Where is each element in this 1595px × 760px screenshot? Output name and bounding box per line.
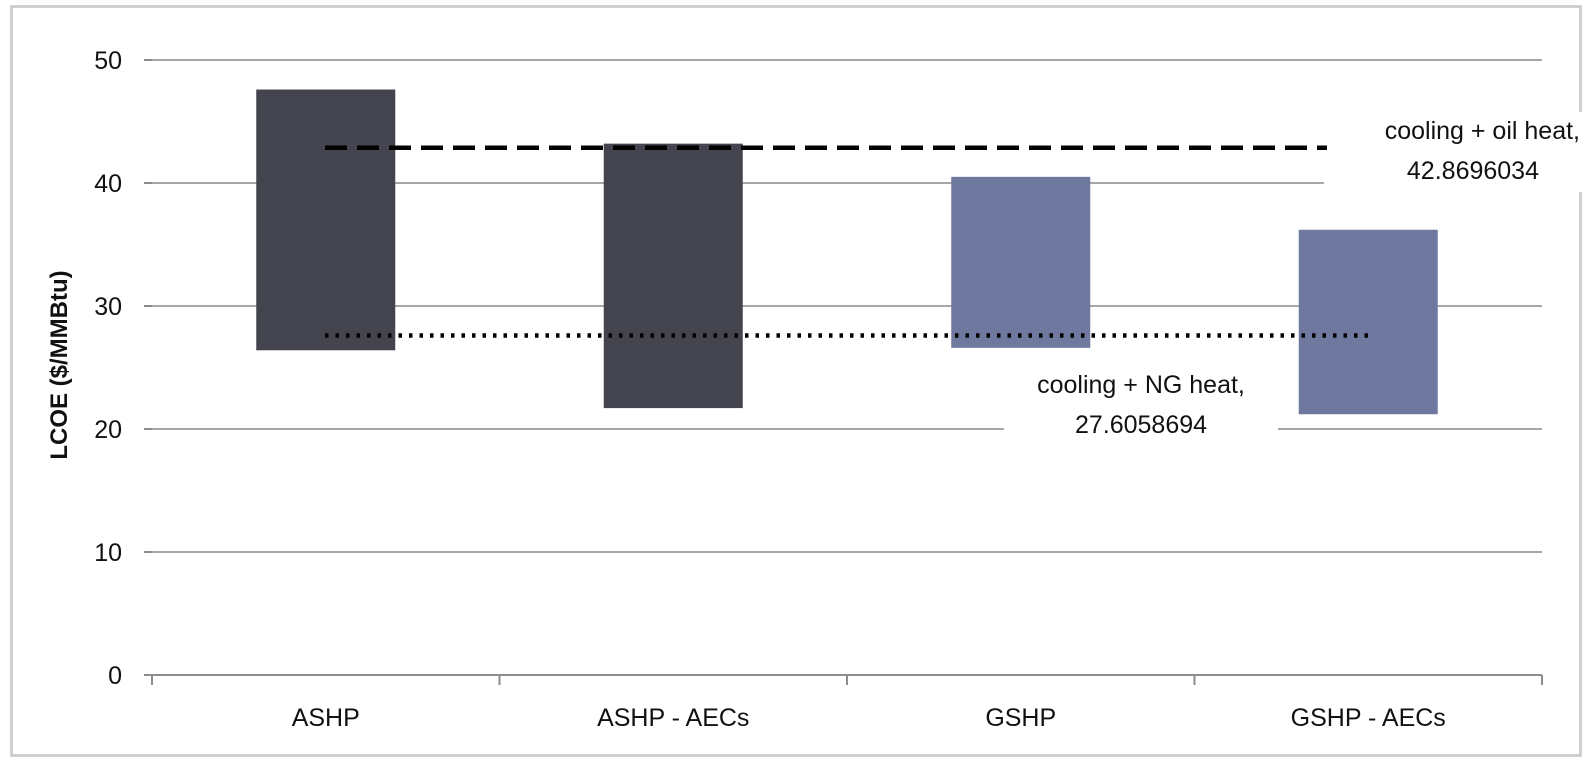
y-tick-label: 50 bbox=[94, 47, 122, 75]
oil-label-value: 42.8696034 bbox=[1407, 157, 1539, 185]
y-tick-label: 40 bbox=[94, 170, 122, 198]
range-bar-2 bbox=[951, 176, 1091, 348]
x-category-label: ASHP - AECs bbox=[597, 704, 749, 732]
range-bar-3 bbox=[1298, 229, 1438, 415]
range-bar-0 bbox=[256, 89, 396, 351]
range-bars bbox=[256, 89, 1438, 415]
y-axis-title: LCOE ($/MMBtu) bbox=[46, 270, 73, 459]
x-category-label: GSHP - AECs bbox=[1291, 704, 1446, 732]
reference-lines: cooling + oil heat, 42.8696034 cooling + N… bbox=[325, 112, 1590, 444]
oil-label-line1: cooling + oil heat, bbox=[1385, 117, 1580, 145]
ng-label-line1: cooling + NG heat, bbox=[1037, 371, 1245, 399]
x-category-label: GSHP bbox=[985, 704, 1056, 732]
range-bar-1 bbox=[603, 143, 743, 409]
x-category-label: ASHP bbox=[292, 704, 360, 732]
y-tick-label: 10 bbox=[94, 539, 122, 567]
y-tick-label: 0 bbox=[108, 662, 122, 690]
y-axis-ticks: 0 10 20 30 40 50 bbox=[94, 47, 152, 690]
y-tick-label: 20 bbox=[94, 416, 122, 444]
x-axis: ASHP ASHP - AECs GSHP GSHP - AECs bbox=[151, 674, 1543, 732]
oil-label-backdrop bbox=[1324, 112, 1590, 192]
ng-label-value: 27.6058694 bbox=[1075, 411, 1207, 439]
ng-label-backdrop bbox=[1004, 358, 1278, 444]
y-tick-label: 30 bbox=[94, 293, 122, 321]
